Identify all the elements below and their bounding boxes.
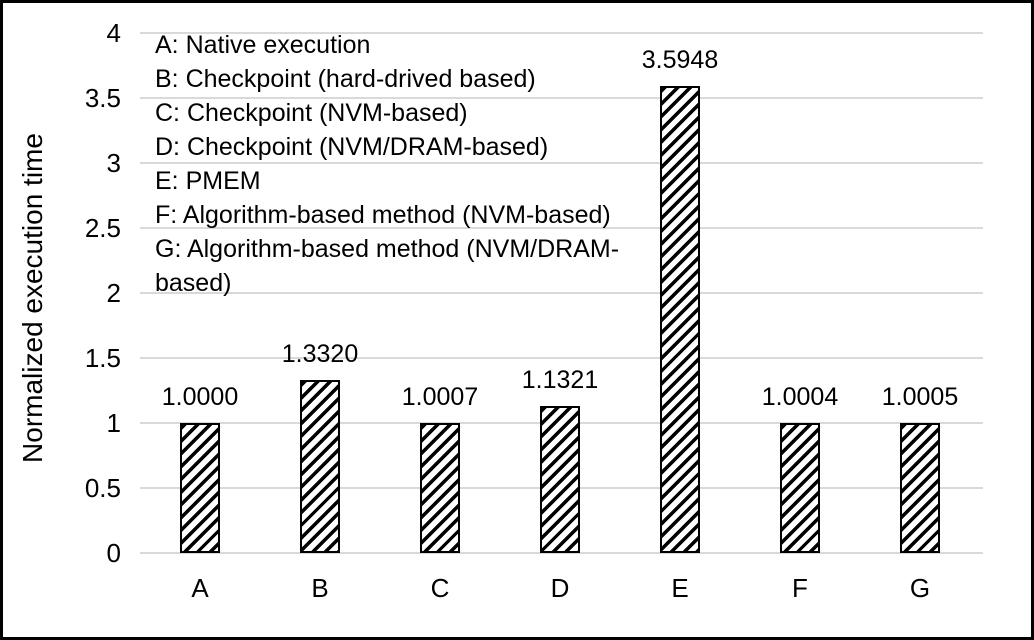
bar-E: [660, 85, 700, 553]
y-tick-label: 4: [106, 18, 121, 48]
bar-C: [420, 422, 460, 553]
x-tick-label-F: F: [792, 573, 808, 603]
x-tick-label-C: C: [430, 573, 450, 603]
y-tick-label: 1: [106, 408, 121, 438]
bar-value-label-F: 1.0004: [761, 382, 839, 411]
y-tick-label: 0: [106, 538, 121, 568]
bar-value-label-G: 1.0005: [881, 382, 959, 411]
bar-value-label-A: 1.0000: [161, 383, 239, 411]
legend-entry: F: Algorithm-based method (NVM-based): [155, 201, 611, 229]
x-tick-label-E: E: [671, 573, 689, 603]
x-tick-label-G: G: [909, 573, 931, 603]
x-tick-label-A: A: [191, 573, 209, 603]
x-tick-label-D: D: [550, 573, 570, 603]
gridline: [140, 162, 983, 164]
bar-D: [540, 405, 580, 553]
bar-value-label-E: 3.5948: [641, 45, 719, 74]
legend: A: Native execution B: Checkpoint (hard-d…: [155, 28, 655, 300]
gridline: [140, 357, 983, 359]
legend-entry: E: PMEM: [155, 167, 261, 195]
y-tick-label: 3: [106, 148, 121, 178]
bar-value-label-D: 1.1321: [521, 365, 599, 394]
legend-entry: B: Checkpoint (hard-drived based): [155, 65, 536, 93]
legend-entry: A: Native execution: [155, 31, 371, 59]
legend-entry: G: Algorithm-based method (NVM/DRAM-base…: [155, 235, 620, 297]
y-tick-label: 3.5: [84, 83, 121, 113]
gridline: [140, 97, 983, 99]
gridline: [140, 32, 983, 34]
y-tick-label: 1.5: [84, 343, 121, 373]
bar-F: [780, 422, 820, 553]
gridline: [140, 292, 983, 294]
gridline: [140, 227, 983, 229]
x-tick-label-B: B: [311, 573, 329, 603]
bar-B: [300, 379, 340, 553]
gridline: [140, 552, 983, 554]
legend-entry: D: Checkpoint (NVM/DRAM-based): [155, 133, 549, 161]
y-tick-label: 2.5: [84, 213, 121, 243]
bar-value-label-C: 1.0007: [401, 382, 479, 411]
bar-A: [180, 423, 220, 553]
y-tick-label: 2: [106, 278, 121, 308]
bar-G: [900, 422, 940, 553]
legend-entry: C: Checkpoint (NVM-based): [155, 99, 468, 127]
y-tick-label: 0.5: [84, 473, 121, 503]
bar-value-label-B: 1.3320: [281, 339, 359, 368]
